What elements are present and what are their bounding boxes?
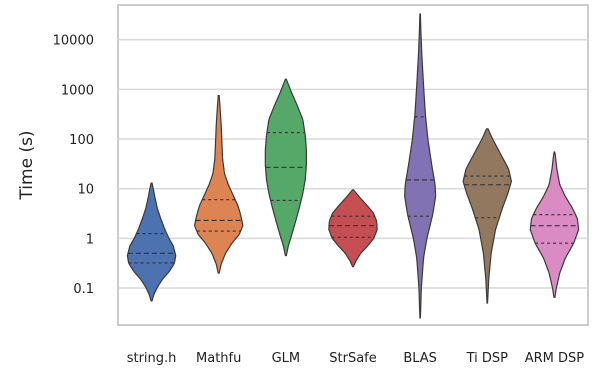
y-tick-label: 10000 — [53, 34, 94, 49]
y-tick-labels: 0.1 1 10 100 1000 10000 — [53, 34, 94, 297]
x-tick-label: string.h — [127, 351, 177, 366]
violin-ti-dsp — [462, 128, 512, 304]
x-tick-label: StrSafe — [329, 351, 377, 366]
violins — [126, 13, 580, 319]
x-tick-labels: string.h Mathfu GLM StrSafe BLAS Ti DSP ARM DS… — [127, 351, 585, 366]
x-tick-label: ARM DSP — [525, 351, 585, 366]
x-tick-label: GLM — [272, 351, 301, 366]
violin-mathfu — [193, 94, 244, 274]
violin-strsafe — [328, 189, 378, 268]
x-tick-label: BLAS — [403, 351, 437, 366]
x-tick-label: Ti DSP — [466, 351, 509, 366]
plot-area — [117, 4, 589, 326]
y-axis-title: Time (s) — [17, 130, 37, 200]
x-tick-label: Mathfu — [196, 351, 241, 366]
y-tick-label: 0.1 — [73, 282, 94, 297]
violin-blas — [404, 13, 437, 319]
y-tick-label: 1 — [86, 232, 94, 247]
y-gridlines — [118, 38, 588, 289]
violin-arm-dsp — [529, 151, 580, 298]
y-tick-label: 1000 — [61, 83, 94, 98]
y-tick-label: 10 — [77, 183, 94, 198]
y-tick-label: 100 — [69, 133, 94, 148]
